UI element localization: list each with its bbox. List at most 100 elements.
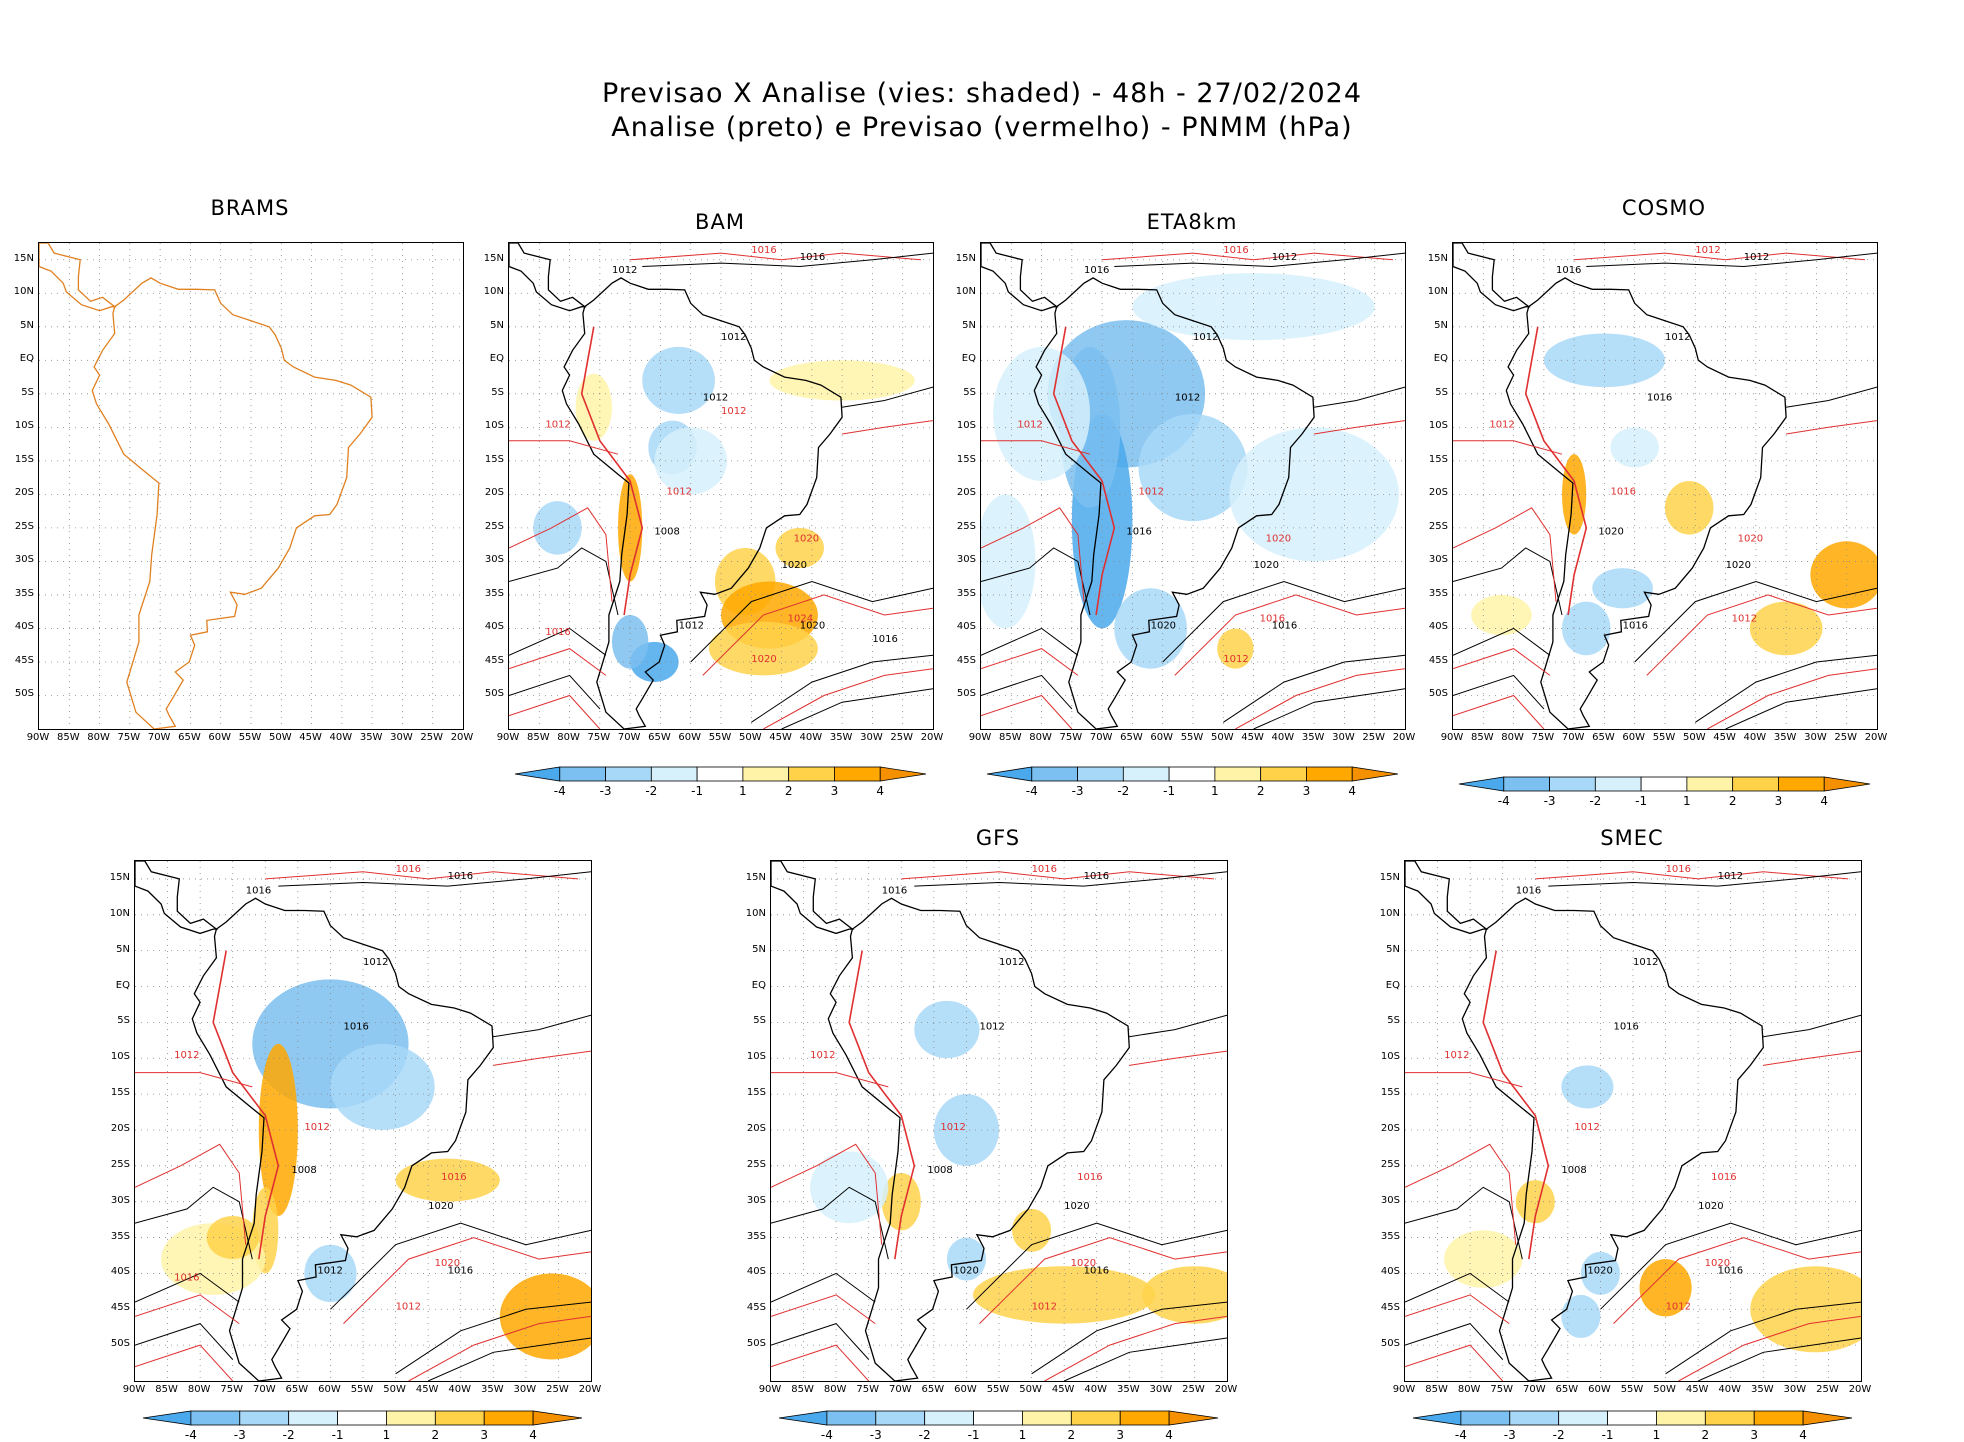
lat-tick-label: EQ [1385, 979, 1400, 991]
lon-tick-label: 45W [1051, 1384, 1075, 1395]
analysis-isobar [135, 1272, 240, 1303]
analysis-isobar [690, 580, 933, 663]
lon-tick-label: 45W [415, 1384, 439, 1395]
lat-tick-label: 45S [746, 1302, 766, 1314]
forecast-isobar [1453, 440, 1563, 455]
lat-tick-label: 50S [484, 688, 504, 700]
analysis-isobar [1600, 1222, 1861, 1310]
lat-tick-label: 35S [484, 587, 504, 599]
colorbar-tick-label: -1 [967, 1428, 980, 1442]
forecast-isobar [763, 668, 933, 729]
colorbar-tick-label: -3 [869, 1428, 882, 1442]
analysis-contour-label: 1020 [953, 1265, 978, 1276]
forecast-contour-label: 1012 [721, 406, 746, 417]
panel-title-smec: SMEC [1600, 826, 1664, 850]
colorbar-segment [1802, 1410, 1853, 1426]
bias-area [1810, 541, 1877, 609]
lon-tick-label: 40W [1743, 732, 1767, 743]
lon-tick-label: 80W [1029, 732, 1052, 743]
forecast-contour-label: 1012 [1138, 486, 1163, 497]
colorbar-tick-label: -2 [1589, 794, 1602, 808]
analysis-isobar [1405, 1323, 1504, 1360]
lon-tick-label: 25W [1816, 1384, 1839, 1395]
lat-tick-label: EQ [961, 353, 976, 365]
lat-tick-label: EQ [115, 979, 130, 991]
lat-tick-label: 20S [110, 1122, 130, 1134]
lon-tick-label: 30W [1804, 732, 1827, 743]
analysis-contour-label: 1012 [1744, 252, 1769, 263]
forecast-isobar [771, 1344, 870, 1381]
colorbar-segment [514, 766, 561, 782]
bias-area [1471, 594, 1532, 636]
colorbar-segment [924, 1410, 974, 1426]
lon-tick-label: 70W [147, 732, 171, 743]
bias-area [1592, 568, 1653, 609]
lat-tick-label: 40S [746, 1266, 766, 1278]
colorbar-tick-label: -1 [1635, 794, 1648, 808]
forecast-isobar [1314, 420, 1405, 435]
lat-tick-label: 35S [746, 1230, 766, 1242]
lon-tick-label: 60W [954, 1384, 977, 1395]
bias-area [1580, 1251, 1620, 1295]
lon-tick-label: 75W [1531, 732, 1555, 743]
colorbar-tick-label: 4 [1348, 784, 1357, 798]
lat-tick-label: 15S [484, 453, 504, 465]
analysis-isobar [1697, 1337, 1861, 1381]
lon-tick-label: 65W [178, 732, 201, 743]
colorbar-segment [288, 1410, 338, 1426]
map-canvas-brams [39, 243, 463, 729]
colorbar-segment [434, 1410, 485, 1426]
forecast-isobar [1102, 252, 1393, 261]
analysis-isobar [509, 547, 619, 616]
lat-tick-label: 35S [956, 587, 976, 599]
colorbar-tick-label: -4 [820, 1428, 833, 1442]
analysis-isobar [1586, 252, 1877, 268]
colorbar-tick-label: -3 [599, 784, 612, 798]
lon-tick-label: 30W [1149, 1384, 1173, 1395]
lon-tick-label: 90W [122, 1384, 146, 1395]
map-canvas-bam: 1012 1016 1012 1012 1008 1020 1012 1020 1016 1016… [509, 243, 933, 729]
forecast-isobar [1405, 1344, 1504, 1381]
bias-area [769, 360, 915, 401]
analysis-contour-label: 1016 [448, 1265, 473, 1276]
forecast-isobar [509, 507, 613, 602]
bias-area [654, 427, 728, 495]
colorbar-segment [1640, 776, 1688, 792]
forecast-contour-label: 1016 [1223, 245, 1248, 256]
analysis-contour-label: 1008 [1561, 1165, 1586, 1176]
lat-tick-label: 30S [484, 554, 504, 566]
analysis-isobar [509, 627, 607, 656]
lat-tick-label: 10N [109, 907, 130, 919]
colorbar-segment [650, 766, 698, 782]
bias-area [881, 1173, 921, 1231]
lon-tick-label: 55W [986, 1384, 1010, 1395]
lon-tick-label: 85W [56, 732, 80, 743]
analysis-isobar [1763, 1014, 1861, 1038]
forecast-isobar [771, 1143, 883, 1245]
colorbar-tick-label: -4 [1454, 1428, 1467, 1442]
lat-tick-label: 10N [1379, 907, 1400, 919]
forecast-contour-label: 1016 [174, 1273, 199, 1284]
lon-tick-label: 50W [1210, 732, 1234, 743]
analysis-isobar [1129, 1014, 1227, 1038]
lat-tick-label: 25S [484, 520, 504, 532]
lon-tick-label: 40W [329, 732, 353, 743]
analysis-isobar [981, 674, 1073, 710]
lon-tick-label: 60W [678, 732, 702, 743]
lon-tick-label: 70W [252, 1384, 276, 1395]
lon-tick-label: 25W [1834, 732, 1858, 743]
lon-tick-label: 90W [968, 732, 992, 743]
analysis-isobar [1253, 688, 1405, 729]
forecast-isobar [1707, 668, 1877, 729]
lat-tick-label: 25S [1428, 520, 1448, 532]
lat-tick-label: 25S [14, 520, 34, 532]
colorbar-segment [337, 1410, 387, 1426]
forecast-contour-label: 1012 [1732, 614, 1757, 625]
lat-tick-label: 20S [484, 487, 504, 499]
lat-tick-label: 5N [116, 943, 130, 955]
lat-tick-label: 20S [1428, 487, 1448, 499]
lon-tick-label: 90W [1392, 1384, 1416, 1395]
lon-tick-label: 20W [578, 1384, 602, 1395]
colorbar-segment [1168, 1410, 1219, 1426]
lat-tick-label: 15N [1379, 871, 1400, 883]
